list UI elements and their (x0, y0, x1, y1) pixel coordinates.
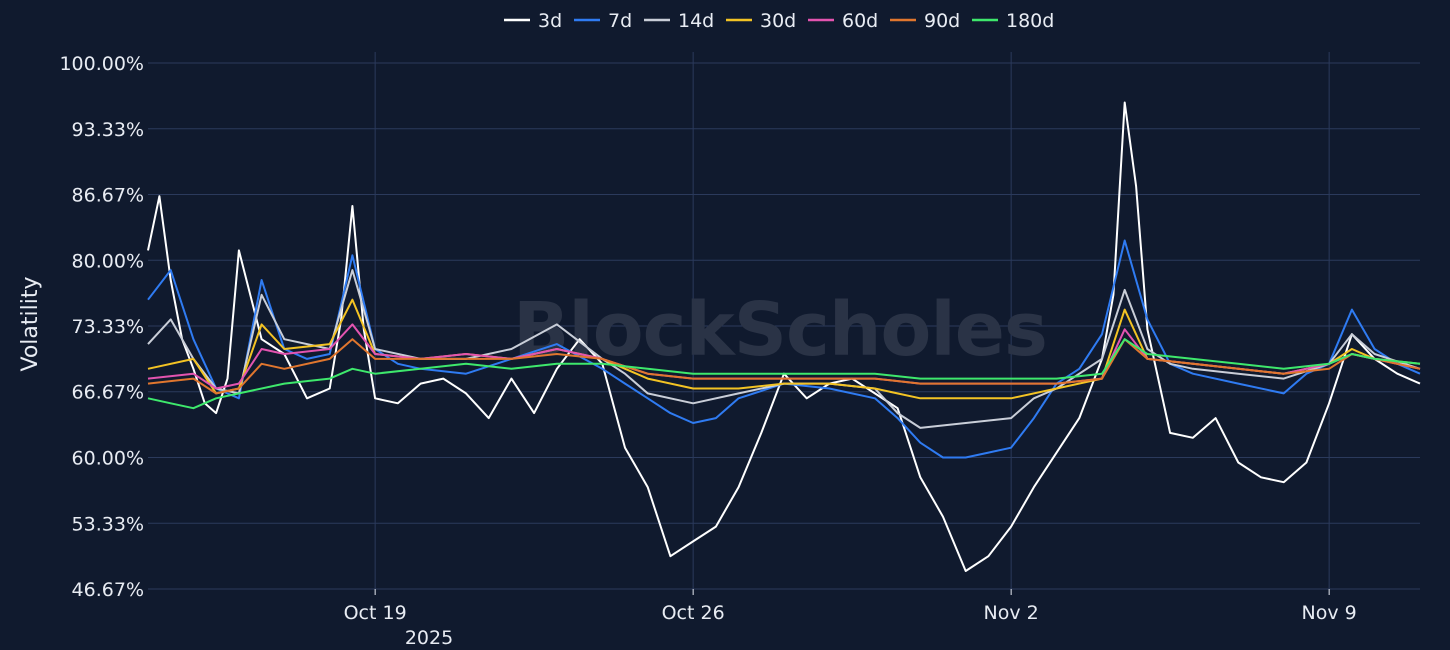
y-tick-label: 73.33% (72, 316, 144, 338)
y-tick-label: 80.00% (72, 250, 144, 272)
y-tick-label: 46.67% (72, 579, 144, 601)
y-axis-title: Volatility (18, 276, 43, 371)
watermark-text: BlockScholes (513, 287, 1047, 373)
legend[interactable]: 3d 7d 14d 30d 60d 90d 180d (504, 10, 1054, 32)
y-tick-label: 93.33% (72, 119, 144, 141)
legend-label-60d: 60d (842, 10, 878, 32)
legend-label-7d: 7d (608, 10, 632, 32)
series-line-7d (147, 239, 1421, 459)
x-tick-label: Oct 26 (662, 602, 725, 624)
y-tick-label: 86.67% (72, 184, 144, 206)
legend-label-3d: 3d (538, 10, 562, 32)
y-tick-label: 53.33% (72, 513, 144, 535)
watermark: BlockScholes (513, 287, 1048, 373)
x-tick-label: Nov 9 (1302, 602, 1357, 624)
y-tick-label: 66.67% (72, 382, 144, 404)
legend-label-90d: 90d (924, 10, 960, 32)
y-axis: 46.67% 53.33% 60.00% 66.67% 73.33% 80.00% 86.6… (59, 53, 144, 601)
series-line-3d (147, 101, 1421, 572)
grid-layer (148, 52, 1420, 590)
legend-label-14d: 14d (678, 10, 714, 32)
x-axis: 2025 Oct 19 Oct 26 Nov 2 Nov 9 (344, 589, 1357, 649)
legend-label-180d: 180d (1006, 10, 1054, 32)
legend-label-30d: 30d (760, 10, 796, 32)
series-line-90d (147, 338, 1421, 395)
series-layer (147, 101, 1421, 572)
x-year-label: 2025 (405, 627, 453, 649)
series-line-180d (147, 338, 1421, 410)
x-tick-label: Oct 19 (344, 602, 407, 624)
y-tick-label: 60.00% (72, 448, 144, 470)
y-tick-label: 100.00% (59, 53, 144, 75)
x-tick-label: Nov 2 (984, 602, 1039, 624)
